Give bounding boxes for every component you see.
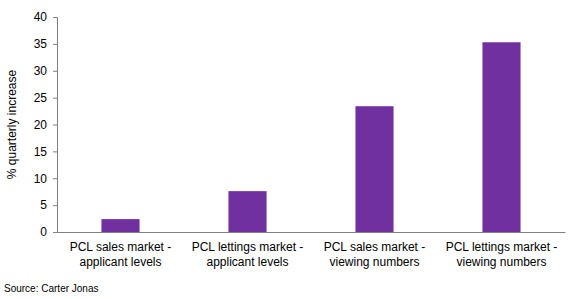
bar bbox=[355, 106, 393, 232]
x-axis: PCL sales market -applicant levelsPCL le… bbox=[58, 232, 566, 269]
y-tick-label: 30 bbox=[34, 64, 48, 78]
y-tick: 5 bbox=[40, 198, 57, 212]
x-tick-label-line: applicant levels bbox=[79, 255, 161, 269]
source: Source: Carter Jonas bbox=[4, 283, 99, 294]
y-tick: 30 bbox=[34, 64, 57, 78]
y-tick-label: 5 bbox=[40, 198, 47, 212]
x-tick: PCL sales market -applicant levels bbox=[70, 232, 172, 269]
y-tick-label: 25 bbox=[34, 91, 48, 105]
y-tick-label: 0 bbox=[40, 225, 47, 239]
y-tick-label: 15 bbox=[34, 145, 48, 159]
y-tick-mark bbox=[53, 44, 57, 45]
bar bbox=[482, 42, 520, 232]
x-tick-label-line: PCL lettings market - bbox=[446, 240, 558, 254]
y-tick-mark bbox=[53, 232, 57, 233]
y-tick-mark bbox=[53, 178, 57, 179]
x-tick-label-line: PCL sales market - bbox=[324, 240, 426, 254]
x-tick-label-line: viewing numbers bbox=[456, 255, 546, 269]
x-tick-label-line: viewing numbers bbox=[329, 255, 419, 269]
x-tick: PCL lettings market -viewing numbers bbox=[446, 232, 558, 269]
y-tick-mark bbox=[53, 151, 57, 152]
bars bbox=[101, 42, 520, 232]
x-tick-label: PCL sales market -viewing numbers bbox=[324, 240, 426, 269]
x-tick-label: PCL sales market -applicant levels bbox=[70, 240, 172, 269]
y-axis-line bbox=[53, 18, 58, 233]
y-tick-mark bbox=[53, 125, 57, 126]
x-axis-line bbox=[58, 232, 566, 233]
y-axis-title: % quarterly increase bbox=[5, 69, 19, 179]
y-tick-label: 10 bbox=[34, 172, 48, 186]
y-tick: 40 bbox=[34, 10, 57, 24]
x-tick: PCL sales market -viewing numbers bbox=[324, 232, 426, 269]
chart: 0510152025303540PCL sales market -applic… bbox=[0, 0, 570, 299]
bar bbox=[228, 191, 266, 232]
x-tick-label: PCL lettings market -viewing numbers bbox=[446, 240, 558, 269]
y-tick-mark bbox=[53, 98, 57, 99]
x-tick-label-line: PCL sales market - bbox=[70, 240, 172, 254]
y-tick: 25 bbox=[34, 91, 57, 105]
y-tick: 15 bbox=[34, 145, 57, 159]
y-tick-label: 40 bbox=[34, 10, 48, 24]
y-tick-label: 20 bbox=[34, 118, 48, 132]
x-tick-label: PCL lettings market -applicant levels bbox=[192, 240, 304, 269]
y-tick-label: 35 bbox=[34, 37, 48, 51]
x-tick-label-line: PCL lettings market - bbox=[192, 240, 304, 254]
y-tick-mark bbox=[53, 17, 57, 18]
y-axis: 0 5 10 15 20 25 30 35 40 bbox=[34, 10, 58, 239]
y-tick: 35 bbox=[34, 37, 57, 51]
y-tick-mark bbox=[53, 71, 57, 72]
x-tick: PCL lettings market -applicant levels bbox=[192, 232, 304, 269]
bar bbox=[101, 219, 139, 232]
y-tick-mark bbox=[53, 205, 57, 206]
x-tick-label-line: applicant levels bbox=[206, 255, 288, 269]
y-tick: 20 bbox=[34, 118, 57, 132]
y-tick: 0 bbox=[40, 225, 57, 239]
y-tick: 10 bbox=[34, 172, 57, 186]
